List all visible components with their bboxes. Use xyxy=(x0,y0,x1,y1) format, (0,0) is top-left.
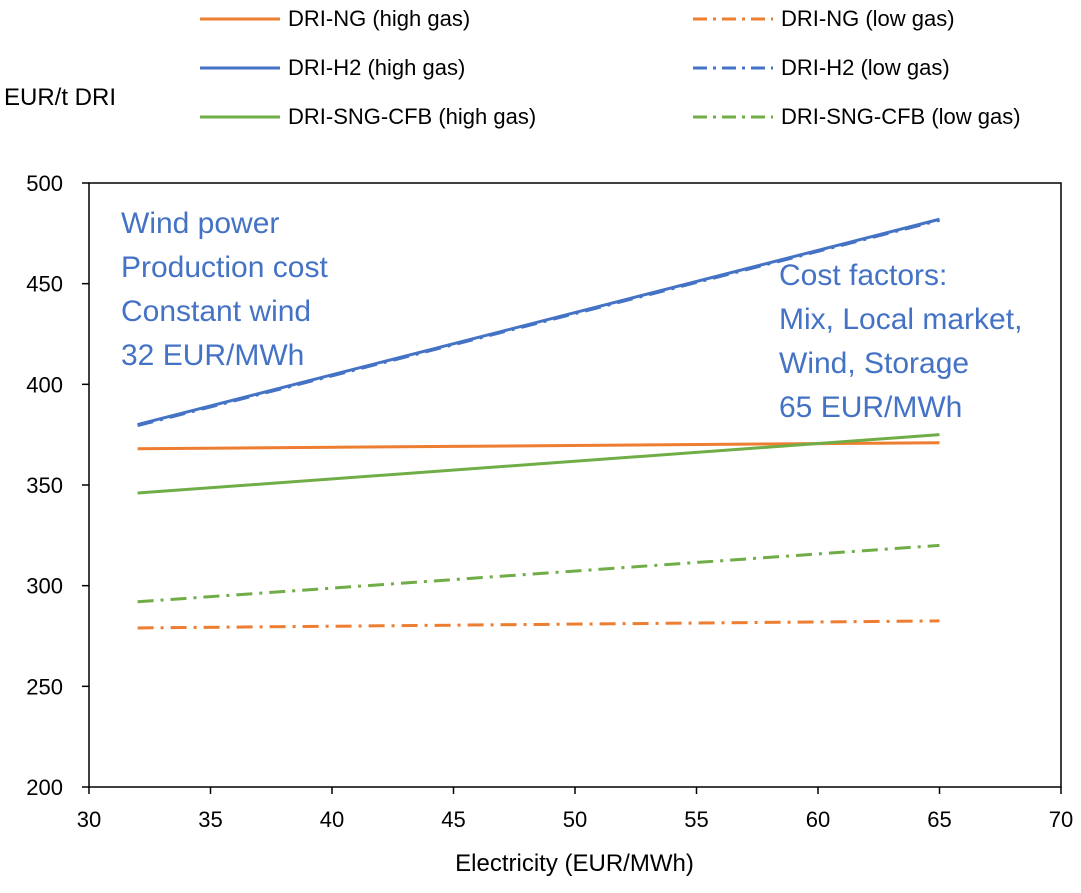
series-line-dri-sng-cfb-low-gas xyxy=(137,543,940,604)
x-tick-label: 50 xyxy=(563,807,587,832)
legend-swatch-dri-ng-high-gas xyxy=(200,17,280,21)
annotation-line: Production cost xyxy=(121,251,328,284)
y-axis-label: EUR/t DRI xyxy=(4,84,117,111)
x-tick-label: 30 xyxy=(77,807,101,832)
legend-swatch-dri-h2-high-gas xyxy=(200,66,280,70)
annotation-cost-factors: Cost factors: Mix, Local market, Wind, S… xyxy=(779,254,1022,430)
legend: DRI-NG (high gas) DRI-H2 (high gas) DRI-… xyxy=(0,0,1081,140)
x-tick-label: 35 xyxy=(198,807,222,832)
legend-item-dri-h2-high-gas: DRI-H2 (high gas) xyxy=(200,53,465,83)
legend-swatch-dri-h2-low-gas xyxy=(693,66,773,70)
y-tick-label: 250 xyxy=(26,674,63,699)
x-tick-label: 70 xyxy=(1049,807,1073,832)
y-tick-label: 350 xyxy=(26,473,63,498)
annotation-line: 65 EUR/MWh xyxy=(779,391,963,424)
x-tick-label: 55 xyxy=(684,807,708,832)
annotation-line: 32 EUR/MWh xyxy=(121,339,305,372)
y-tick-label: 200 xyxy=(26,775,63,800)
legend-item-dri-sng-cfb-high-gas: DRI-SNG-CFB (high gas) xyxy=(200,102,536,132)
annotation-line: Cost factors: xyxy=(779,259,948,292)
legend-label: DRI-SNG-CFB (high gas) xyxy=(288,104,537,129)
legend-label: DRI-H2 (low gas) xyxy=(781,55,950,80)
y-tick-label: 300 xyxy=(26,574,63,599)
x-tick-label: 60 xyxy=(806,807,830,832)
series-line-dri-h2-low-gas xyxy=(137,218,940,428)
legend-swatch-dri-sng-cfb-high-gas xyxy=(200,115,280,119)
annotation-line: Constant wind xyxy=(121,295,312,328)
annotation-wind-power: Wind power Production cost Constant wind… xyxy=(121,202,328,378)
legend-swatch-dri-sng-cfb-low-gas xyxy=(693,115,773,119)
y-tick-label: 450 xyxy=(26,272,63,297)
y-tick-label: 500 xyxy=(26,171,63,196)
legend-item-dri-ng-high-gas: DRI-NG (high gas) xyxy=(200,4,470,34)
annotation-line: Wind, Storage xyxy=(779,347,970,380)
legend-swatch-dri-ng-low-gas xyxy=(693,17,773,21)
legend-item-dri-sng-cfb-low-gas: DRI-SNG-CFB (low gas) xyxy=(693,102,1021,132)
y-tick-label: 400 xyxy=(26,372,63,397)
x-tick-label: 40 xyxy=(320,807,344,832)
annotation-line: Wind power xyxy=(121,207,280,240)
x-tick-label: 45 xyxy=(441,807,465,832)
x-axis-label: Electricity (EUR/MWh) xyxy=(455,850,694,877)
legend-label: DRI-H2 (high gas) xyxy=(288,55,466,80)
series-line-dri-ng-low-gas xyxy=(137,619,940,630)
legend-label: DRI-NG (high gas) xyxy=(288,6,471,31)
legend-item-dri-ng-low-gas: DRI-NG (low gas) xyxy=(693,4,955,34)
legend-label: DRI-NG (low gas) xyxy=(781,6,955,31)
annotation-line: Mix, Local market, xyxy=(779,303,1023,336)
legend-item-dri-h2-low-gas: DRI-H2 (low gas) xyxy=(693,53,950,83)
legend-label: DRI-SNG-CFB (low gas) xyxy=(781,104,1021,129)
series-line-dri-sng-cfb-high-gas xyxy=(137,433,940,495)
x-tick-label: 65 xyxy=(927,807,951,832)
